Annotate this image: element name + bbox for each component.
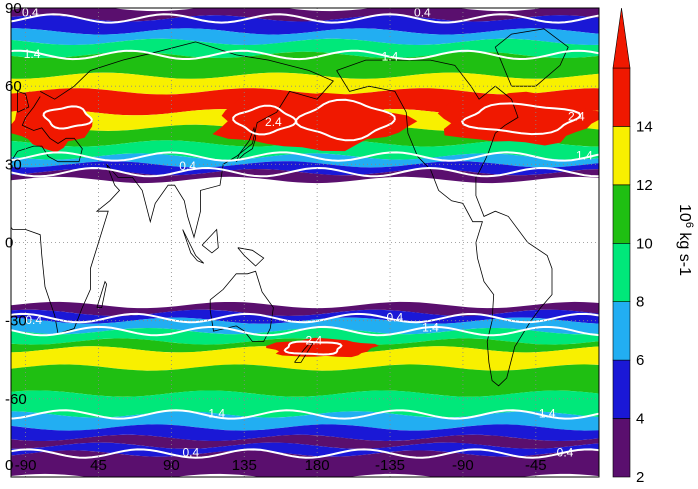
coastline [494, 28, 569, 87]
flux-band [11, 153, 599, 168]
x-tick-label: -90 [15, 457, 37, 474]
contour-line [11, 448, 599, 459]
y-tick-label: 90 [5, 0, 22, 17]
colorbar-tick-label: 12 [636, 177, 653, 194]
flux-band [11, 346, 599, 371]
coastline [17, 90, 30, 113]
contour-line [11, 166, 599, 178]
colorbar-segment [612, 243, 631, 303]
flux-band [11, 328, 599, 345]
x-tick-label: -90 [452, 457, 474, 474]
contour-label: 0.4 [414, 5, 431, 19]
contour-label: 2.4 [568, 110, 585, 124]
contour-line [11, 49, 599, 61]
contour-label: 0.4 [387, 310, 404, 324]
flux-band [11, 390, 599, 418]
flux-band [11, 424, 599, 441]
contour-ring [295, 98, 396, 142]
contour-label: 1.4 [422, 321, 439, 335]
contour-ring [42, 105, 93, 130]
contour-label: 2.4 [265, 115, 282, 129]
flux-band [11, 450, 599, 477]
flux-band [11, 8, 599, 22]
x-tick-label: 135 [232, 457, 257, 474]
x-tick-label: -135 [375, 457, 405, 474]
contour-lines: 0.4 0.4 1.4 1.4 2.4 2.4 1.4 0.4 0.4 0.4 0.4 1.4 2.4 1… [11, 5, 599, 460]
flux-band [11, 442, 599, 457]
contour-label: 1.4 [24, 47, 41, 61]
flux-band [11, 140, 599, 160]
contour-label: 0.4 [25, 313, 42, 327]
coastlines [11, 28, 569, 387]
x-tick-label: 45 [90, 457, 107, 474]
colorbar-tick-label: 8 [636, 294, 644, 311]
contour-label: 0.4 [557, 446, 574, 460]
contour-ring [232, 104, 297, 136]
flux-band [11, 72, 599, 95]
flux-band [11, 317, 599, 335]
y-tick-label: -30 [5, 313, 27, 330]
colorbar-segment [612, 359, 631, 419]
y-tick-label: -60 [5, 391, 27, 408]
contour-line [11, 312, 599, 324]
x-tick-label: -45 [525, 457, 547, 474]
coastline [209, 270, 274, 342]
coastline [182, 229, 205, 264]
colorbar-tick-label: 14 [636, 118, 653, 135]
map-plot-area [11, 8, 599, 477]
colorbar-segment [612, 126, 631, 186]
x-tick-label: 180 [305, 457, 330, 474]
contour-line [11, 151, 599, 162]
colorbar-label: 106 kg s-1 [676, 204, 695, 276]
contour-label: 0.4 [22, 5, 39, 19]
flux-band [11, 51, 599, 79]
contour-ring [461, 102, 582, 136]
contour-label: 1.4 [539, 407, 556, 421]
contour-label: 1.4 [576, 149, 593, 163]
colorbar-tick-label: 6 [636, 352, 644, 369]
x-corner-label: 0 [5, 457, 13, 474]
contour-ring [283, 340, 343, 356]
flux-band [11, 38, 599, 58]
contour-line [11, 13, 599, 24]
colorbar-segment [612, 184, 631, 244]
colorbar: 2 4 6 8 10 12 14 [612, 7, 653, 486]
x-tick-label: 90 [163, 457, 180, 474]
colorbar-tick-label: 10 [636, 235, 653, 252]
colorbar-extension-arrow [612, 7, 631, 69]
contour-label: 0.4 [182, 446, 199, 460]
plot-frame [10, 7, 600, 478]
coastline [237, 247, 265, 267]
contour-label: 0.4 [565, 175, 582, 189]
flux-band [11, 434, 599, 449]
coastline [201, 228, 219, 254]
y-tick-label: 30 [5, 156, 22, 173]
contour-label: 0.4 [179, 159, 196, 173]
contour-label: 1.4 [208, 407, 225, 421]
y-tick-label: 60 [5, 78, 22, 95]
y-tick-label: 0 [5, 235, 13, 252]
colorbar-segment [612, 67, 631, 127]
flux-band [11, 169, 599, 184]
axis-tick-labels: -90 45 90 135 180 -135 -90 -45 90 60 30 0 -30 -60 [5, 0, 547, 474]
coastline [11, 41, 334, 335]
coastline [336, 59, 553, 387]
coastline [96, 280, 108, 309]
contour-label: 2.4 [306, 334, 323, 348]
flux-band [11, 364, 599, 397]
colorbar-tick-label: 2 [636, 469, 644, 486]
flux-band [11, 15, 599, 35]
colorbar-tick-label: 4 [636, 411, 644, 428]
flux-band [11, 301, 599, 316]
colorbar-segment [612, 418, 631, 478]
flux-maximum [437, 91, 599, 146]
flux-band [11, 411, 599, 431]
contour-line [11, 409, 599, 420]
colorbar-segment [612, 301, 631, 361]
flux-band [11, 28, 599, 45]
contour-line [11, 325, 599, 337]
